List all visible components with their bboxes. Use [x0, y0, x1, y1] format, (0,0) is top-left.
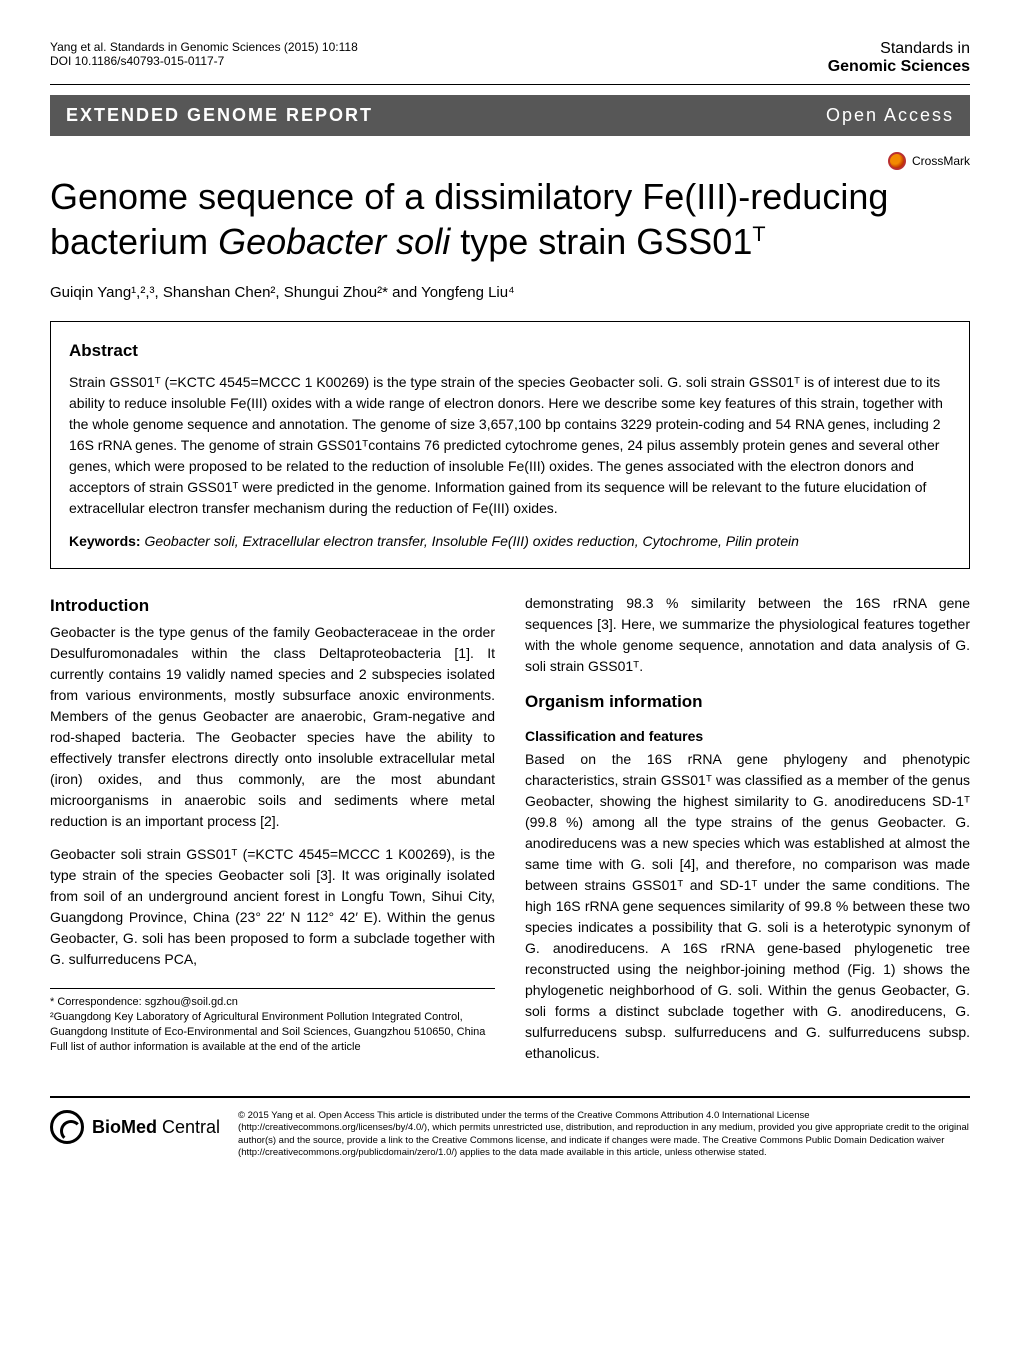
authors: Guiqin Yang¹,²,³, Shanshan Chen², Shungu…: [50, 284, 970, 301]
left-column: Introduction Geobacter is the type genus…: [50, 593, 495, 1077]
banner-right: Open Access: [826, 105, 954, 126]
abstract-box: Abstract Strain GSS01ᵀ (=KCTC 4545=MCCC …: [50, 321, 970, 569]
header-left: Yang et al. Standards in Genomic Science…: [50, 40, 358, 76]
bmc-central: Central: [157, 1117, 220, 1137]
crossmark-icon: [888, 152, 906, 170]
crossmark-label: CrossMark: [912, 154, 970, 168]
intro-p1: Geobacter is the type genus of the famil…: [50, 622, 495, 832]
journal-line1: Standards in: [828, 40, 970, 58]
bmc-bio: BioMed: [92, 1117, 157, 1137]
bmc-text: BioMed Central: [92, 1117, 220, 1138]
body-columns: Introduction Geobacter is the type genus…: [50, 593, 970, 1077]
corr-note: Full list of author information is avail…: [50, 1040, 495, 1055]
article-type-banner: EXTENDED GENOME REPORT Open Access: [50, 95, 970, 136]
keywords-row: Keywords: Geobacter soli, Extracellular …: [69, 531, 951, 552]
journal-line2: Genomic Sciences: [828, 58, 970, 76]
journal-name: Standards in Genomic Sciences: [828, 40, 970, 76]
abstract-heading: Abstract: [69, 338, 951, 364]
header-top: Yang et al. Standards in Genomic Science…: [50, 40, 970, 76]
classification-heading: Classification and features: [525, 726, 970, 747]
keywords-text: Geobacter soli, Extracellular electron t…: [141, 533, 799, 549]
title-species: Geobacter soli: [218, 221, 450, 262]
organism-heading: Organism information: [525, 689, 970, 715]
biomed-central-logo[interactable]: BioMed Central: [50, 1110, 220, 1144]
right-p1: demonstrating 98.3 % similarity between …: [525, 593, 970, 677]
citation: Yang et al. Standards in Genomic Science…: [50, 40, 358, 54]
crossmark-badge[interactable]: CrossMark: [50, 152, 970, 170]
correspondence-block: * Correspondence: sgzhou@soil.gd.cn ²Gua…: [50, 988, 495, 1054]
doi: DOI 10.1186/s40793-015-0117-7: [50, 54, 358, 68]
corr-email: * Correspondence: sgzhou@soil.gd.cn: [50, 995, 495, 1010]
introduction-heading: Introduction: [50, 593, 495, 619]
top-rule: [50, 84, 970, 85]
article-title: Genome sequence of a dissimilatory Fe(II…: [50, 174, 970, 264]
intro-p2: Geobacter soli strain GSS01ᵀ (=KCTC 4545…: [50, 844, 495, 970]
right-column: demonstrating 98.3 % similarity between …: [525, 593, 970, 1077]
title-sup: T: [752, 221, 765, 246]
banner-left: EXTENDED GENOME REPORT: [66, 105, 373, 126]
abstract-body: Strain GSS01ᵀ (=KCTC 4545=MCCC 1 K00269)…: [69, 372, 951, 519]
license-text: © 2015 Yang et al. Open Access This arti…: [238, 1110, 970, 1159]
bmc-swirl-icon: [50, 1110, 84, 1144]
footer-bar: BioMed Central © 2015 Yang et al. Open A…: [50, 1096, 970, 1159]
corr-affil: ²Guangdong Key Laboratory of Agricultura…: [50, 1010, 495, 1040]
keywords-label: Keywords:: [69, 533, 141, 549]
right-p2: Based on the 16S rRNA gene phylogeny and…: [525, 749, 970, 1064]
title-mid: type strain GSS01: [450, 221, 752, 262]
